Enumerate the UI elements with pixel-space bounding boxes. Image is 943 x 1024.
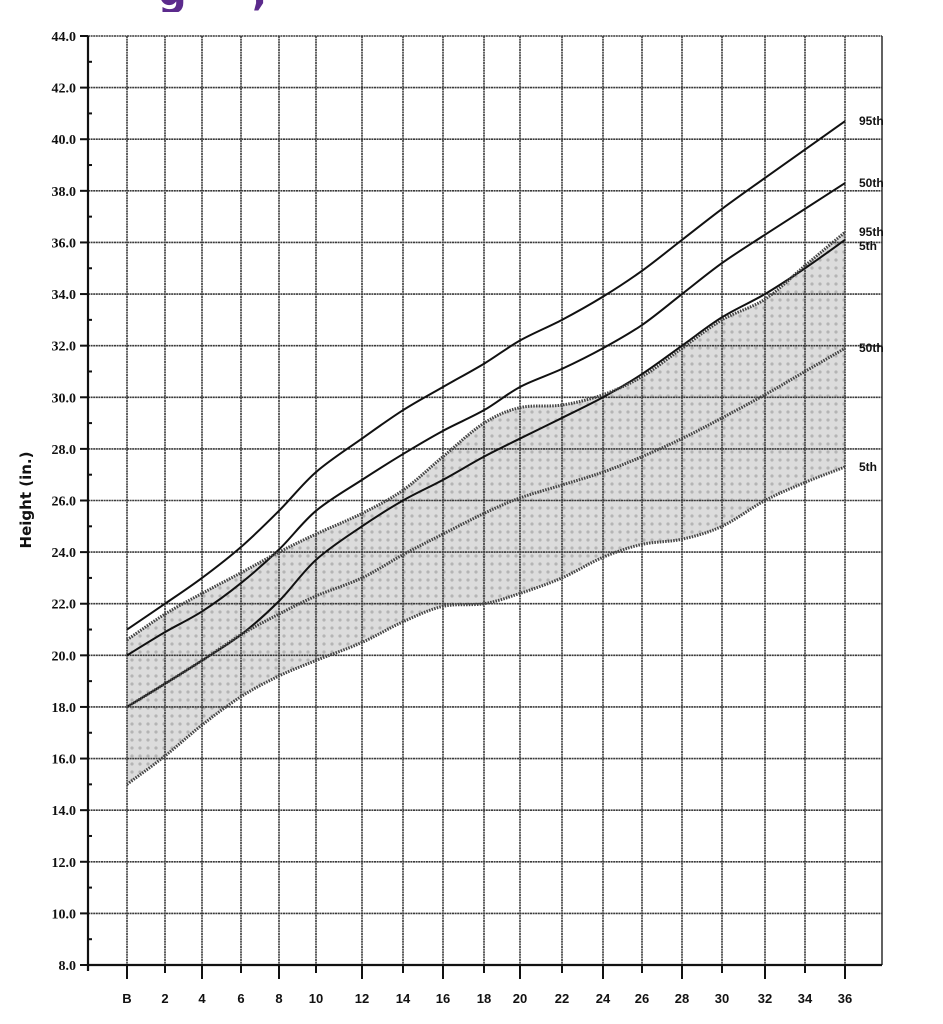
x-tick-label: 6: [237, 991, 244, 1006]
x-tick-label: 18: [477, 991, 491, 1006]
curve-shaded-5th: [126, 465, 846, 786]
y-tick-label: 40.0: [52, 133, 77, 148]
curve-reference-95th: [126, 120, 846, 631]
percentile-label: 50th: [859, 341, 884, 355]
percentile-label: 5th: [859, 239, 877, 253]
y-tick-label: 18.0: [52, 701, 77, 716]
y-tick-label: 26.0: [52, 495, 77, 510]
curve-reference-50th: [126, 182, 846, 657]
x-tick-label: 14: [396, 991, 411, 1006]
y-tick-label: 36.0: [52, 236, 77, 251]
y-axis-tick-labels: 8.0 10.0 12.0 14.0 16.0 18.0 20.0 22.0 24.0 26.0 2…: [52, 30, 77, 974]
y-axis-title: Height (in.): [17, 452, 35, 549]
percentile-label: 5th: [859, 460, 877, 474]
x-tick-label: 24: [596, 991, 611, 1006]
y-tick-label: 8.0: [59, 959, 77, 974]
x-axis-tick-labels: B 2 4 6 8 10 12 14 16 18 20 22 24 26 28 30 32 34 36: [122, 991, 852, 1006]
percentile-label: 50th: [859, 176, 884, 190]
x-tick-label: B: [122, 991, 131, 1006]
y-tick-label: 24.0: [52, 546, 77, 561]
shaded-region: [127, 232, 845, 785]
chart-title-fragment: g ,: [0, 0, 943, 12]
x-tick-label: 32: [758, 991, 772, 1006]
y-tick-label: 44.0: [52, 30, 77, 45]
x-tick-label: 28: [675, 991, 689, 1006]
shaded-percentile-band: [127, 232, 845, 785]
y-tick-label: 32.0: [52, 340, 77, 355]
y-tick-label: 22.0: [52, 598, 77, 613]
title-glyph-comma: ,: [252, 0, 267, 12]
y-tick-label: 42.0: [52, 82, 77, 97]
x-tick-label: 12: [355, 991, 369, 1006]
y-tick-label: 34.0: [52, 288, 77, 303]
x-tick-label: 30: [715, 991, 729, 1006]
y-tick-label: 28.0: [52, 443, 77, 458]
x-tick-label: 2: [161, 991, 168, 1006]
x-tick-label: 16: [436, 991, 450, 1006]
y-tick-label: 30.0: [52, 391, 77, 406]
curve-reference-5th: [126, 239, 846, 708]
x-tick-label: 10: [309, 991, 323, 1006]
percentile-curves: [126, 120, 846, 786]
y-tick-label: 38.0: [52, 185, 77, 200]
x-tick-label: 4: [198, 991, 206, 1006]
x-tick-label: 20: [513, 991, 527, 1006]
y-tick-label: 14.0: [52, 804, 77, 819]
title-glyph-g: g: [158, 0, 187, 12]
grid-lines: [88, 35, 883, 966]
curve-shaded-95th: [126, 230, 846, 642]
x-tick-label: 22: [555, 991, 569, 1006]
y-tick-label: 16.0: [52, 753, 77, 768]
y-tick-label: 10.0: [52, 907, 77, 922]
y-tick-label: 20.0: [52, 649, 77, 664]
x-tick-label: 36: [838, 991, 852, 1006]
axes: [80, 35, 882, 979]
y-tick-label: 12.0: [52, 856, 77, 871]
x-tick-label: 26: [635, 991, 649, 1006]
x-tick-label: 8: [275, 991, 282, 1006]
x-tick-label: 34: [798, 991, 813, 1006]
percentile-label: 95th: [859, 114, 884, 128]
percentile-label: 95th: [859, 225, 884, 239]
